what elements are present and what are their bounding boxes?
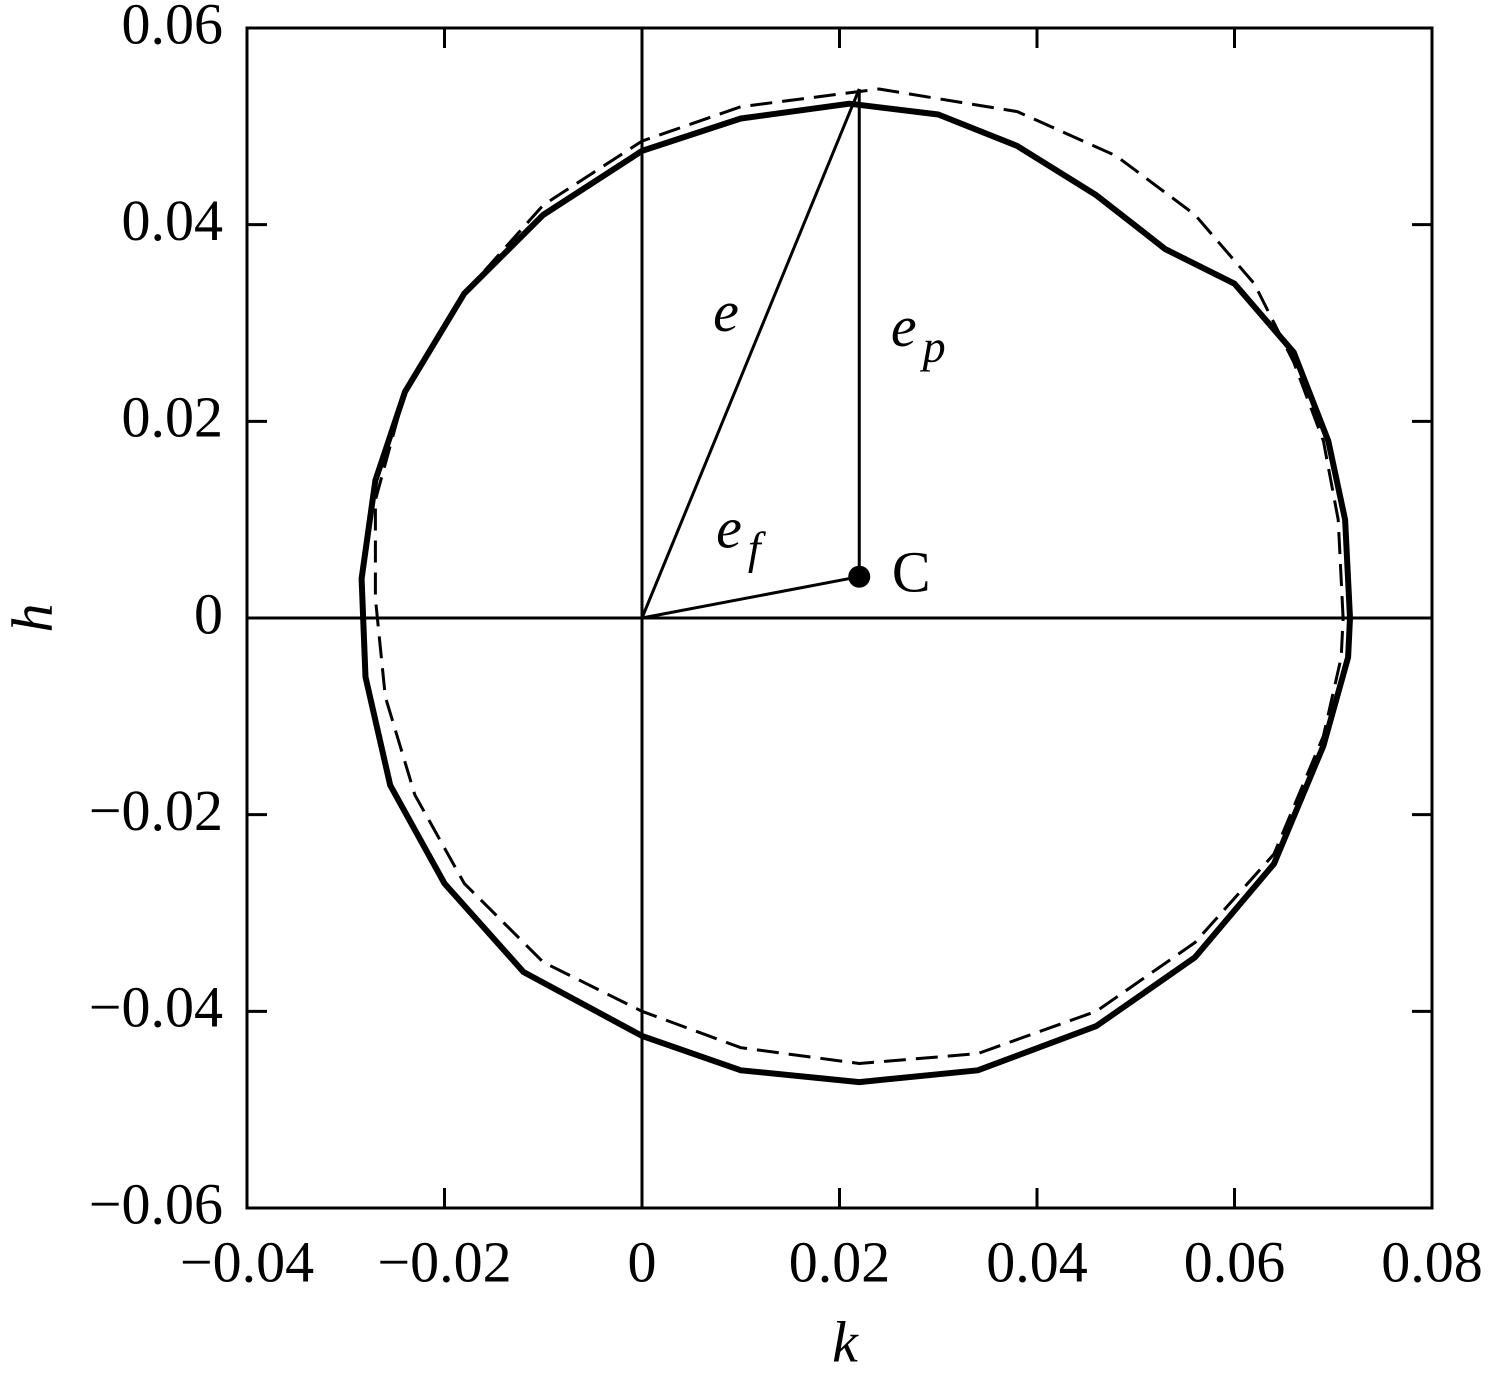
y-tick-label: −0.02 (89, 778, 223, 843)
annotation: e (713, 279, 739, 344)
y-tick-label: 0.02 (122, 385, 224, 450)
annotation-subscript: p (920, 320, 946, 371)
annotation-text: e (713, 279, 739, 344)
x-tick-label: 0.08 (1381, 1229, 1483, 1294)
y-tick-label: 0.04 (122, 188, 224, 253)
vector-line (640, 88, 861, 619)
vector-line (641, 575, 860, 620)
annotation-text: e (891, 294, 917, 359)
x-axis-label: k (832, 1309, 859, 1374)
y-tick-label: 0 (194, 581, 223, 646)
center-point (848, 565, 871, 588)
solid-curve (358, 100, 1353, 1086)
y-tick-label: 0.06 (122, 0, 224, 56)
annotation-text: C (892, 540, 931, 605)
y-axis-label: h (0, 604, 64, 633)
annotation-subscript: f (748, 522, 767, 573)
x-tick-label: −0.04 (180, 1229, 314, 1294)
dashed-curve (373, 87, 1345, 1065)
x-tick-label: 0.02 (789, 1229, 891, 1294)
y-tick-label: −0.06 (89, 1171, 223, 1236)
x-tick-label: −0.02 (377, 1229, 511, 1294)
x-tick-label: 0 (628, 1229, 657, 1294)
annotation: C (892, 540, 931, 605)
annotation-text: e (716, 496, 742, 561)
y-tick-label: −0.04 (89, 975, 223, 1040)
x-tick-label: 0.06 (1184, 1229, 1286, 1294)
x-tick-label: 0.04 (986, 1229, 1088, 1294)
